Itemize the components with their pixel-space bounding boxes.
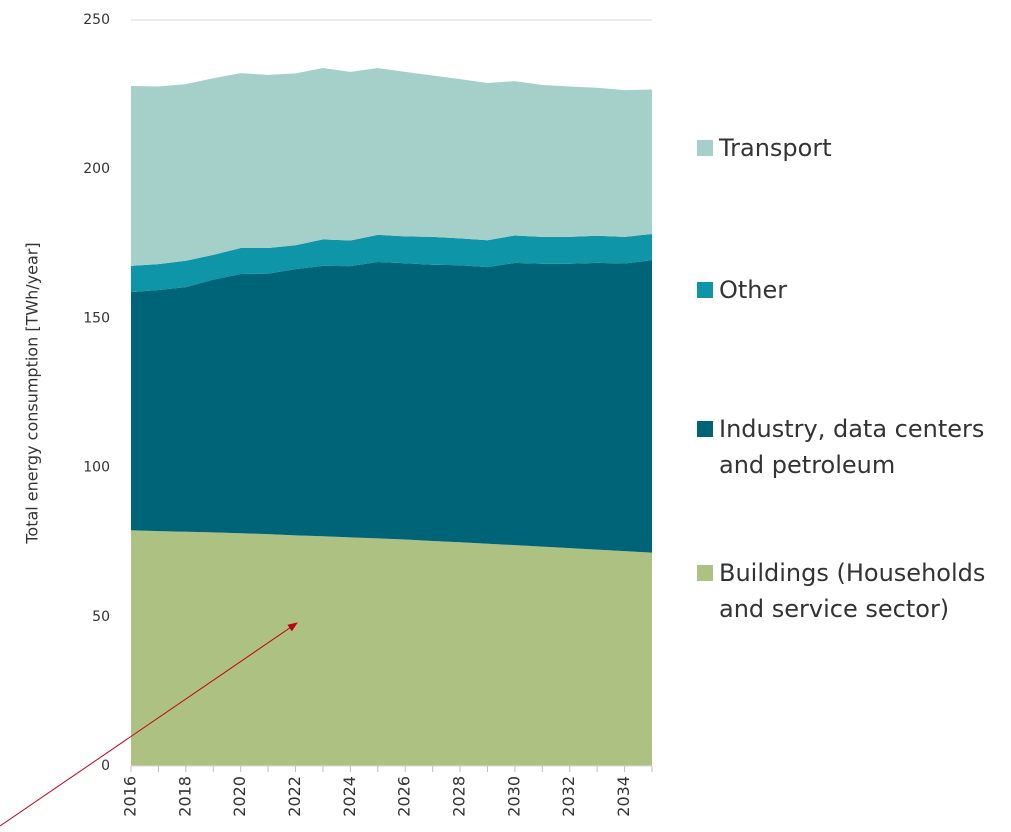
legend-item: Industry, data centers and petroleum	[697, 411, 1007, 483]
x-tick-label: 2026	[395, 776, 414, 817]
x-tick-label: 2020	[230, 776, 249, 817]
y-axis-label: Total energy consumption [TWh/year]	[23, 242, 42, 544]
x-tick-label: 2022	[285, 776, 304, 817]
area	[131, 233, 652, 293]
y-tick-label: 100	[83, 460, 110, 476]
y-tick-label: 150	[83, 310, 110, 326]
legend-item: Transport	[697, 130, 1007, 166]
x-tick-label: 2024	[340, 776, 359, 817]
legend-label: Transport	[719, 134, 832, 162]
legend-swatch	[697, 421, 713, 437]
x-tick-label: 2018	[175, 776, 194, 817]
area	[131, 68, 652, 266]
x-tick-label: 2032	[559, 776, 578, 817]
y-tick-label: 200	[83, 161, 110, 177]
x-tick-label: 2028	[450, 776, 469, 817]
y-tick-label: 250	[83, 12, 110, 28]
annotation-arrow	[0, 622, 298, 827]
x-tick-label: 2030	[504, 776, 523, 817]
legend-item: Buildings (Households and service sector…	[697, 555, 1007, 627]
area	[131, 260, 652, 553]
legend-item: Other	[697, 272, 1007, 308]
legend-swatch	[697, 140, 713, 156]
legend-swatch	[697, 282, 713, 298]
legend-label: Buildings (Households and service sector…	[719, 559, 986, 623]
legend-swatch	[697, 565, 713, 581]
x-tick-label: 2034	[614, 776, 633, 817]
legend-label: Other	[719, 276, 788, 304]
y-tick-label: 0	[101, 758, 110, 774]
area	[131, 530, 652, 766]
legend-label: Industry, data centers and petroleum	[719, 415, 985, 479]
x-tick-label: 2016	[121, 776, 140, 817]
y-tick-label: 50	[92, 609, 110, 625]
